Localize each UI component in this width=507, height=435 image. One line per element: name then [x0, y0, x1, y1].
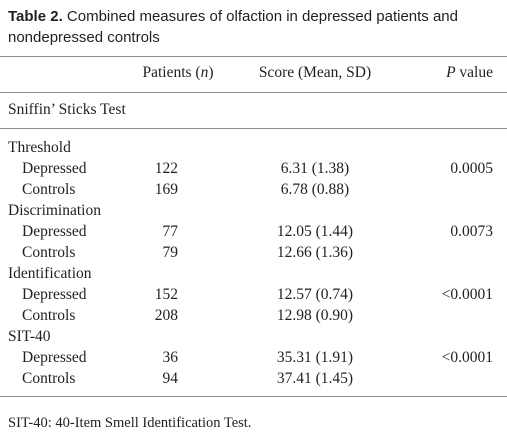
score-cell: 35.31 (1.91) [276, 349, 354, 366]
group-label: Discrimination [8, 202, 101, 219]
p-value-cell: <0.0001 [441, 349, 493, 366]
table-caption: Combined measures of olfaction in depres… [8, 8, 458, 46]
header-text: Patients ( [142, 64, 201, 81]
rule [0, 396, 507, 397]
rule [0, 128, 507, 129]
header-p: P value [400, 63, 493, 83]
patients-cell: 77 [162, 223, 179, 240]
score-cell: 6.78 (0.88) [280, 181, 350, 198]
header-score: Score (Mean, SD) [258, 64, 372, 81]
patients-cell: 152 [154, 286, 178, 303]
p-value-cell: <0.0001 [441, 286, 493, 303]
group-label: SIT-40 [8, 328, 51, 345]
group-label: Identification [8, 265, 92, 282]
header-text: value [455, 64, 493, 81]
table-title: Table 2. Combined measures of olfaction … [8, 6, 503, 48]
patients-cell: 94 [162, 370, 179, 387]
row-label: Controls [22, 244, 76, 261]
table-number: Table 2. [8, 8, 63, 25]
patients-cell: 169 [154, 181, 178, 198]
score-cell: 6.31 (1.38) [280, 160, 350, 177]
patients-cell: 79 [162, 244, 179, 261]
row-label: Depressed [22, 349, 87, 366]
patients-cell: 36 [162, 349, 179, 366]
section-label: Sniffin’ Sticks Test [8, 101, 126, 118]
p-value-cell: 0.0073 [450, 223, 493, 240]
header-text: n [200, 64, 209, 81]
patients-cell: 122 [154, 160, 178, 177]
row-label: Controls [22, 370, 76, 387]
rule [0, 92, 507, 93]
footnote: SIT-40: 40-Item Smell Identification Tes… [8, 415, 252, 431]
score-cell: 12.05 (1.44) [276, 223, 354, 240]
score-cell: 12.98 (0.90) [276, 307, 354, 324]
score-cell: 12.57 (0.74) [276, 286, 354, 303]
score-cell: 12.66 (1.36) [276, 244, 354, 261]
rule [0, 56, 507, 57]
patients-cell: 208 [154, 307, 178, 324]
header-patients: Patients (n) [130, 63, 226, 83]
row-label: Depressed [22, 286, 87, 303]
header-text: ) [208, 64, 214, 81]
group-label: Threshold [8, 139, 71, 156]
p-value-cell: 0.0005 [450, 160, 493, 177]
score-cell: 37.41 (1.45) [276, 370, 354, 387]
header-text: P [446, 64, 456, 81]
row-label: Controls [22, 181, 76, 198]
row-label: Controls [22, 307, 76, 324]
row-label: Depressed [22, 160, 87, 177]
row-label: Depressed [22, 223, 87, 240]
